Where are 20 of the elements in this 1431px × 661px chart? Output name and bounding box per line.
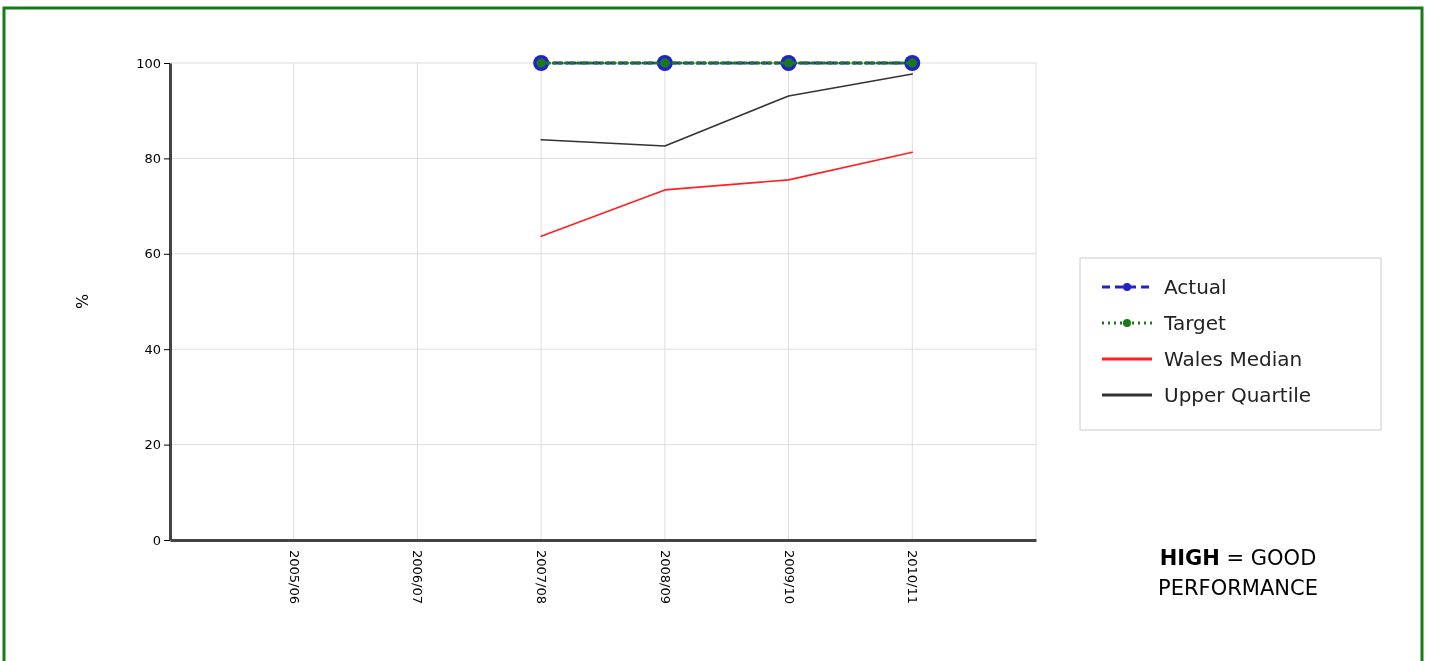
y-tick-label: 100: [136, 55, 161, 71]
legend-label: Target: [1163, 311, 1227, 335]
line-series: [540, 73, 914, 147]
y-tick-label: 20: [144, 437, 161, 453]
y-tick-label: 0: [152, 532, 161, 548]
y-tick-label: 80: [144, 151, 161, 167]
x-tick-label: 2008/09: [657, 550, 673, 605]
x-tick-label: 2010/11: [905, 550, 921, 605]
legend-label: Upper Quartile: [1164, 383, 1312, 407]
y-tick-label: 60: [144, 246, 161, 262]
y-tick-label: 40: [144, 341, 161, 357]
x-tick-label: 2007/08: [534, 550, 550, 605]
line-series: [540, 151, 914, 237]
legend-label: Wales Median: [1164, 347, 1303, 371]
x-tick-label: 2006/07: [410, 550, 426, 605]
x-tick-label: 2005/06: [286, 550, 302, 605]
x-tick-label: 2009/10: [781, 550, 797, 605]
text: HIGH = GOOD PERFORMANCE: [1158, 546, 1318, 600]
legend-label: Actual: [1164, 275, 1227, 299]
y-axis-title: %: [73, 293, 92, 310]
